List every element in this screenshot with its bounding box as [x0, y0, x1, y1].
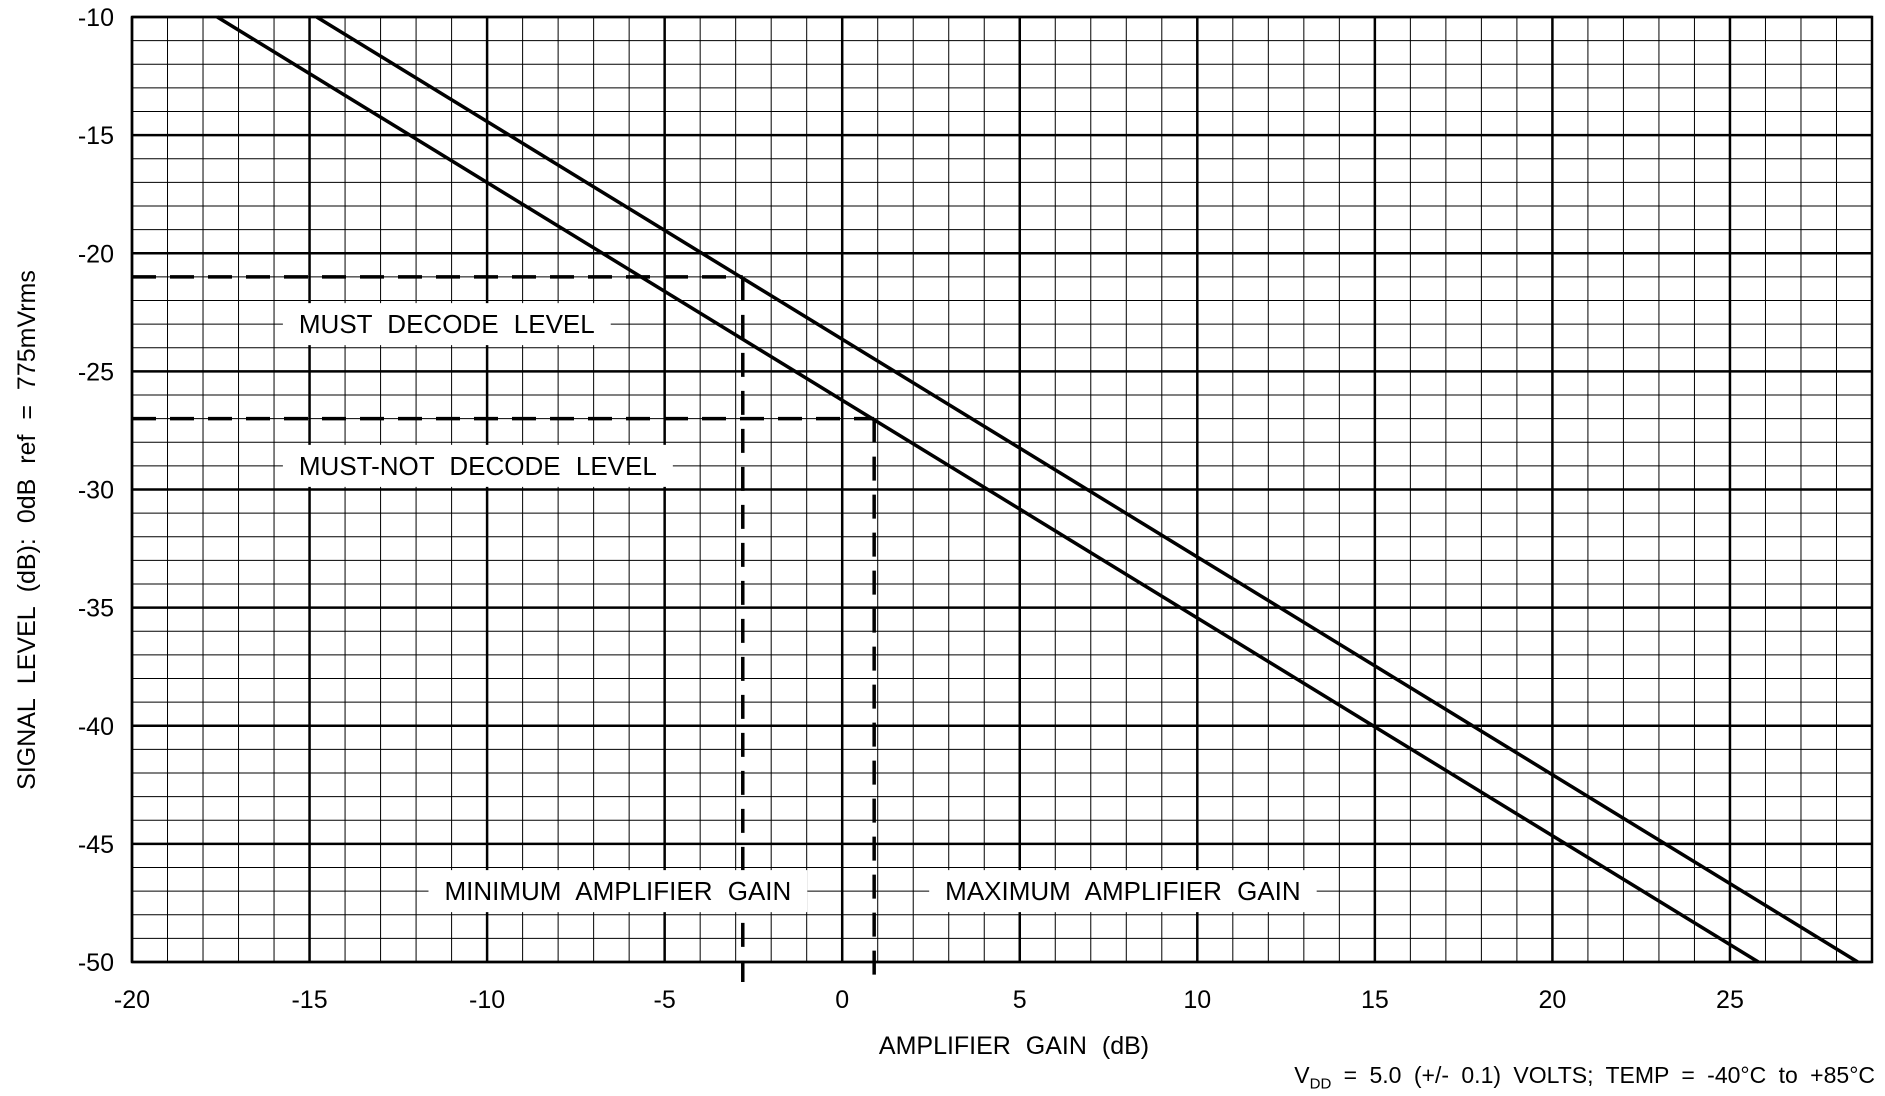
annotation-text: MUST DECODE LEVEL — [299, 309, 595, 339]
x-tick-label: 5 — [1013, 986, 1027, 1014]
annotation-label: MAXIMUM AMPLIFIER GAIN — [929, 870, 1317, 913]
series-lines — [216, 15, 1859, 964]
x-axis-label: AMPLIFIER GAIN (dB) — [879, 1032, 1149, 1060]
major-grid — [130, 15, 1874, 964]
footnote-text: = 5.0 (+/- 0.1) VOLTS; TEMP = -40°C to +… — [1331, 1062, 1875, 1088]
x-tick-label: 15 — [1361, 986, 1389, 1014]
plot-frame — [130, 15, 1874, 964]
x-tick-label: -15 — [291, 986, 327, 1014]
x-tick-label: -5 — [654, 986, 676, 1014]
annotations: MUST DECODE LEVEL MUST-NOT DECODE LEVEL MI… — [282, 303, 1317, 913]
x-tick-label: 20 — [1539, 986, 1567, 1014]
annotation-background — [282, 444, 673, 487]
x-tick-label: 0 — [835, 986, 849, 1014]
x-tick-label: 10 — [1183, 986, 1211, 1014]
annotation-text: MUST-NOT DECODE LEVEL — [299, 451, 657, 481]
x-tick-label: -10 — [469, 986, 505, 1014]
y-tick-label: -15 — [78, 122, 114, 150]
annotation-text: MINIMUM AMPLIFIER GAIN — [444, 876, 791, 906]
y-tick-label: -10 — [78, 4, 114, 32]
y-tick-label: -25 — [78, 358, 114, 386]
annotation-background — [428, 870, 808, 913]
x-tick-label: -20 — [114, 986, 150, 1014]
y-tick-label: -35 — [78, 595, 114, 623]
annotation-text: MAXIMUM AMPLIFIER GAIN — [945, 876, 1300, 906]
y-tick-label: -30 — [78, 477, 114, 505]
annotation-label: MUST DECODE LEVEL — [282, 303, 611, 346]
conditions-footnote: VDD = 5.0 (+/- 0.1) VOLTS; TEMP = -40°C … — [1294, 1062, 1875, 1093]
footnote-prefix: V — [1294, 1062, 1310, 1088]
x-tick-label: 25 — [1716, 986, 1744, 1014]
series-line-1 — [315, 15, 1859, 964]
y-axis-label: SIGNAL LEVEL (dB): 0dB ref = 775mVrms — [13, 270, 41, 790]
y-tick-label: -50 — [78, 949, 114, 977]
y-tick-label: -40 — [78, 713, 114, 741]
annotation-label: MINIMUM AMPLIFIER GAIN — [428, 870, 808, 913]
annotation-background — [929, 870, 1317, 913]
series-line-2 — [216, 15, 1760, 964]
tick-labels: -20 -15 -10 -5 0 5 10 15 20 25-10-15-20-25-30-35-… — [78, 4, 1744, 1014]
y-tick-label: -20 — [78, 240, 114, 268]
annotation-label: MUST-NOT DECODE LEVEL — [282, 444, 673, 487]
footnote-subscript: DD — [1309, 1075, 1332, 1093]
annotation-background — [282, 303, 611, 346]
y-tick-label: -45 — [78, 831, 114, 859]
